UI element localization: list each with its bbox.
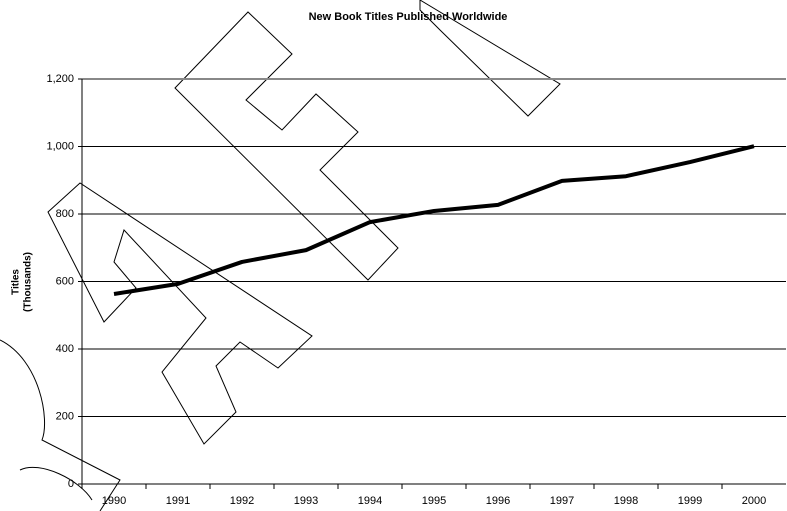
watermark-shape bbox=[0, 340, 120, 511]
x-tick-label: 1996 bbox=[486, 495, 510, 507]
page: {"chart_data": {"type": "line", "title":… bbox=[0, 0, 787, 511]
chart: New Book Titles Published Worldwide Titl… bbox=[0, 0, 787, 511]
y-tick-label: 0 bbox=[68, 478, 74, 490]
y-axis-title-line: (Thousands) bbox=[23, 252, 34, 312]
x-tick-label: 1995 bbox=[422, 495, 446, 507]
x-tick-label: 2000 bbox=[742, 495, 766, 507]
chart-title: New Book Titles Published Worldwide bbox=[309, 11, 508, 23]
y-tick-label: 1,200 bbox=[46, 73, 74, 85]
x-tick-label: 1994 bbox=[358, 495, 382, 507]
y-axis-title: Titles (Thousands) bbox=[11, 252, 34, 312]
y-tick-label: 1,000 bbox=[46, 140, 74, 152]
x-tick-label: 1992 bbox=[230, 495, 254, 507]
x-tick-label: 1993 bbox=[294, 495, 318, 507]
x-tick-label: 1990 bbox=[102, 495, 126, 507]
x-tick-label: 1998 bbox=[614, 495, 638, 507]
watermark-shape bbox=[48, 183, 312, 444]
x-tick-label: 1997 bbox=[550, 495, 574, 507]
x-tick-label: 1999 bbox=[678, 495, 702, 507]
y-tick-label: 800 bbox=[56, 208, 74, 220]
y-tick-label: 200 bbox=[56, 410, 74, 422]
x-tick-label: 1991 bbox=[166, 495, 190, 507]
y-tick-label: 400 bbox=[56, 343, 74, 355]
y-tick-label: 600 bbox=[56, 275, 74, 287]
data-line bbox=[114, 146, 754, 294]
y-axis-title-line: Titles bbox=[11, 269, 22, 295]
